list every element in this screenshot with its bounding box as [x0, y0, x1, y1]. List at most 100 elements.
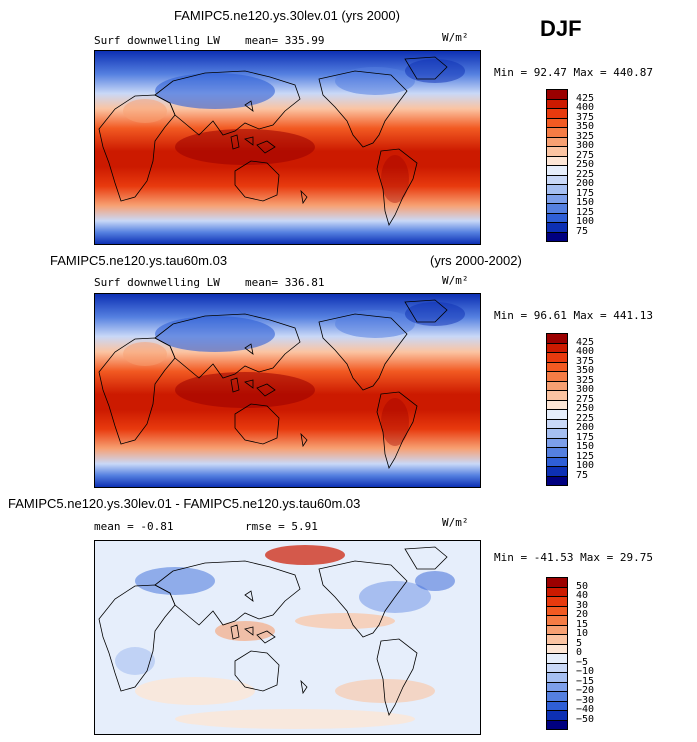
coastline — [154, 560, 301, 626]
field-shade — [335, 310, 415, 338]
colorbar-tick-label: 0 — [576, 647, 583, 658]
field-shade — [405, 302, 465, 326]
colorbar-swatch — [546, 222, 568, 232]
colorbar-tick-label: 15 — [576, 618, 589, 630]
colorbar-swatch — [546, 342, 568, 353]
field-shade — [265, 545, 345, 565]
coastline — [244, 590, 308, 695]
panel3-minmax: Min = -41.53 Max = 29.75 — [494, 551, 653, 564]
coastline — [230, 377, 276, 397]
panel2-colorbar: 425 400 375 350 325 300 275 250 225 200 175 150 125 1… — [546, 333, 626, 486]
colorbar-swatch — [546, 700, 568, 711]
colorbar-swatch — [546, 184, 568, 194]
colorbar-swatch — [546, 605, 568, 616]
colorbar-tick-label: 250 — [576, 403, 595, 414]
panel1-title: FAMIPC5.ne120.ys.30lev.01 (yrs 2000) — [174, 8, 400, 23]
colorbar-tick-label: 425 — [576, 336, 595, 348]
coastline — [234, 650, 280, 692]
colorbar-swatch — [546, 634, 568, 644]
colorbar-swatch — [546, 418, 568, 429]
colorbar-swatch — [546, 231, 568, 242]
colorbar-tick-label: 400 — [576, 102, 595, 113]
coastline — [244, 343, 308, 448]
colorbar-swatch — [546, 447, 568, 457]
coastline — [230, 134, 276, 154]
colorbar-tick-label: 125 — [576, 450, 595, 462]
panel2-years: (yrs 2000-2002) — [430, 253, 522, 268]
colorbar-tick-label: 325 — [576, 130, 595, 142]
colorbar-tick-label: −50 — [576, 713, 595, 725]
panel3-map — [94, 540, 481, 735]
map-svg — [95, 541, 480, 734]
colorbar-swatch — [546, 98, 568, 109]
panel1-colorbar: 425 400 375 350 325 300 275 250 225 200 175 150 125 1… — [546, 89, 626, 242]
colorbar-swatch — [546, 146, 568, 156]
colorbar-tick-label: 5 — [576, 637, 583, 649]
coastline — [154, 70, 301, 136]
colorbar-tick-label: −15 — [576, 675, 595, 687]
colorbar-tick-label: 50 — [576, 580, 589, 592]
coastline — [98, 94, 176, 202]
colorbar-tick-label: 375 — [576, 111, 595, 123]
colorbar-swatch — [546, 662, 568, 673]
panel3-colorbar: 50 40 30 20 15 10 5 0 −5 −10 −15 −20 −30 −40 −50 — [546, 577, 626, 730]
colorbar-swatch — [546, 127, 568, 137]
colorbar-swatch — [546, 380, 568, 391]
panel2-variable: Surf downwelling LW — [94, 276, 220, 289]
field-shade — [115, 647, 155, 675]
colorbar-tick-label: 425 — [576, 92, 595, 104]
coastline — [234, 403, 280, 445]
colorbar-swatch — [546, 361, 568, 372]
colorbar-tick-label: 350 — [576, 365, 595, 376]
field-shade — [335, 67, 415, 95]
colorbar-swatch — [546, 596, 568, 606]
colorbar-swatch — [546, 643, 568, 654]
field-shade — [295, 613, 395, 629]
colorbar-tick-label: 225 — [576, 168, 595, 180]
coastline — [98, 584, 176, 692]
colorbar-swatch — [546, 577, 568, 587]
coastline — [318, 70, 408, 148]
colorbar-tick-label: 250 — [576, 159, 595, 170]
field-shade — [381, 398, 409, 446]
panel2-minmax: Min = 96.61 Max = 441.13 — [494, 309, 653, 322]
panel2-title: FAMIPC5.ne120.ys.tau60m.03 — [50, 253, 228, 268]
colorbar-swatch — [546, 174, 568, 185]
coastline — [98, 337, 176, 445]
coastline — [244, 100, 308, 205]
colorbar-swatch — [546, 681, 568, 692]
colorbar-swatch — [546, 428, 568, 438]
colorbar-tick-label: 175 — [576, 431, 595, 443]
colorbar-tick-label: 75 — [576, 469, 589, 481]
coastline — [154, 313, 301, 379]
colorbar-tick-label: 125 — [576, 206, 595, 218]
colorbar-swatch — [546, 456, 568, 467]
colorbar-swatch — [546, 136, 568, 147]
coastline — [376, 391, 418, 469]
colorbar-swatch — [546, 117, 568, 128]
panel3-title: FAMIPC5.ne120.ys.30lev.01 - FAMIPC5.ne12… — [8, 496, 361, 511]
panel3-units: W/m² — [442, 516, 469, 529]
colorbar-tick-label: 300 — [576, 140, 595, 151]
colorbar-tick-label: 200 — [576, 422, 595, 433]
colorbar-tick-label: 375 — [576, 355, 595, 367]
colorbar-swatch — [546, 653, 568, 663]
colorbar-tick-label: −20 — [576, 685, 595, 696]
colorbar-tick-label: 200 — [576, 178, 595, 189]
colorbar-swatch — [546, 89, 568, 99]
colorbar-swatch — [546, 165, 568, 175]
field-shade — [155, 73, 275, 109]
panel1-minmax: Min = 92.47 Max = 440.87 — [494, 66, 653, 79]
coastline — [404, 299, 448, 323]
colorbar-tick-label: 275 — [576, 149, 595, 161]
coastline — [230, 624, 276, 644]
panel3-mean: mean = -0.81 — [94, 520, 174, 533]
colorbar-swatch — [546, 586, 568, 597]
colorbar-tick-label: 300 — [576, 384, 595, 395]
field-shade — [135, 567, 215, 595]
colorbar-swatch — [546, 212, 568, 223]
colorbar-swatch — [546, 624, 568, 635]
panel1-map — [94, 50, 481, 245]
colorbar-swatch — [546, 193, 568, 204]
colorbar-tick-label: 150 — [576, 197, 595, 208]
